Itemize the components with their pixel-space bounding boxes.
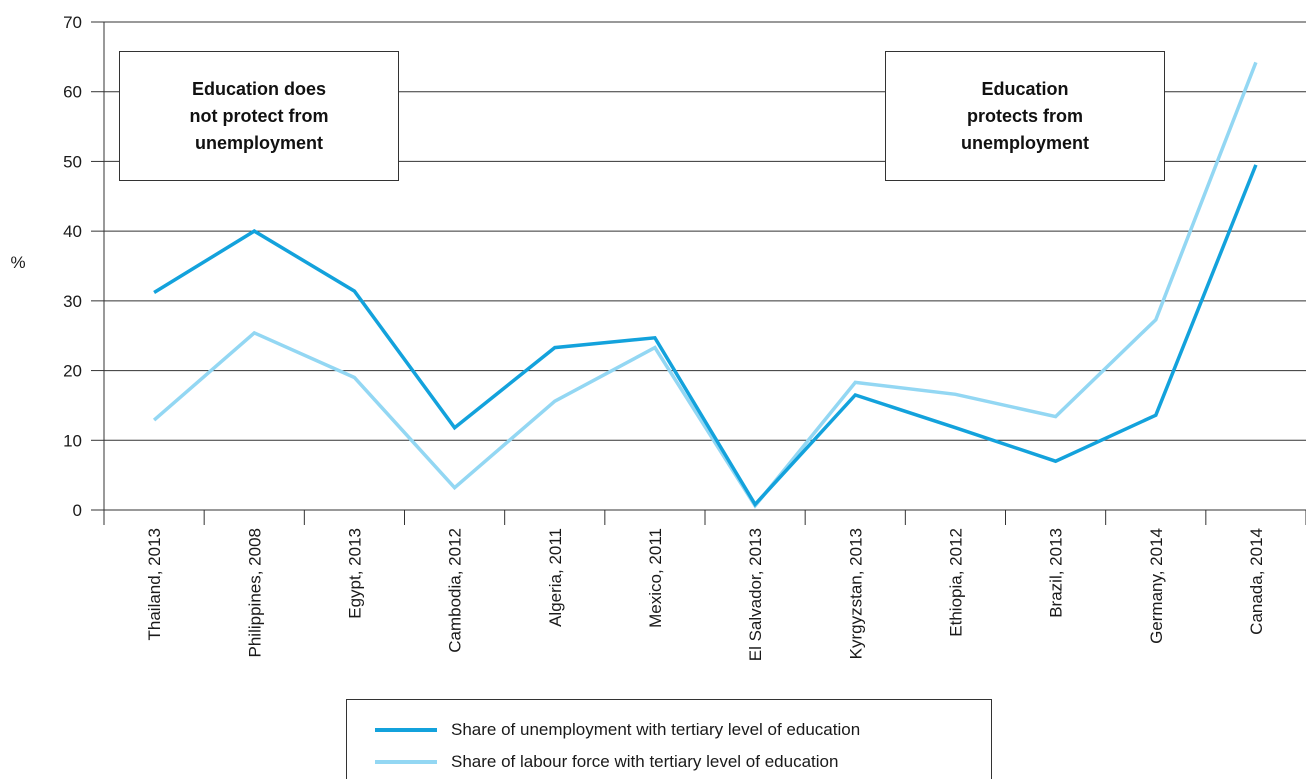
x-tick-label: Canada, 2014 (1247, 528, 1266, 635)
x-tick-label: Algeria, 2011 (546, 528, 565, 627)
legend-item-labour-force: Share of labour force with tertiary leve… (375, 752, 838, 772)
y-axis-label: % (10, 253, 25, 272)
x-tick-label: Cambodia, 2012 (446, 528, 465, 653)
y-tick-label: 50 (63, 152, 82, 171)
y-tick-label: 10 (63, 431, 82, 450)
y-tick-label: 40 (63, 222, 82, 241)
y-tick-labels: 0 10 20 30 40 50 60 70 (63, 13, 82, 520)
x-tick-label: Mexico, 2011 (646, 528, 665, 628)
legend-label-labour-force: Share of labour force with tertiary leve… (451, 752, 839, 771)
annotation-text-left: Education does not protect from unemploy… (189, 78, 329, 153)
x-tick-label: El Salvador, 2013 (746, 528, 765, 661)
series-line-labour-force (152, 61, 1258, 509)
x-tick-label: Brazil, 2013 (1047, 528, 1066, 618)
series-lines (152, 61, 1258, 509)
chart-legend: Share of unemployment with tertiary leve… (346, 699, 992, 779)
series-line-unemployment (153, 164, 1258, 508)
y-tick-label: 0 (73, 501, 82, 520)
x-tick-labels: Thailand, 2013 Philippines, 2008 Egypt, 20… (145, 528, 1266, 661)
y-tick-label: 20 (63, 362, 82, 381)
y-tick-label: 30 (63, 292, 82, 311)
annotation-box-left: Education does not protect from unemploy… (119, 51, 399, 181)
x-tick-label: Philippines, 2008 (245, 528, 264, 657)
annotation-text-right: Education protects from unemployment (960, 78, 1089, 153)
x-tick-label: Germany, 2014 (1147, 528, 1166, 644)
legend-swatch-unemployment (375, 728, 437, 732)
y-tick-label: 60 (63, 83, 82, 102)
x-tick-label: Ethiopia, 2012 (946, 528, 965, 637)
annotation-box-right: Education protects from unemployment (885, 51, 1165, 181)
x-tick-label: Egypt, 2013 (345, 528, 364, 619)
x-tick-label: Thailand, 2013 (145, 528, 164, 640)
axes (91, 21, 1306, 525)
y-tick-label: 70 (63, 13, 82, 32)
legend-label-unemployment: Share of unemployment with tertiary leve… (451, 720, 861, 739)
x-tick-label: Kyrgyzstan, 2013 (846, 528, 865, 659)
legend-swatch-labour-force (375, 760, 437, 764)
legend-item-unemployment: Share of unemployment with tertiary leve… (375, 720, 860, 740)
